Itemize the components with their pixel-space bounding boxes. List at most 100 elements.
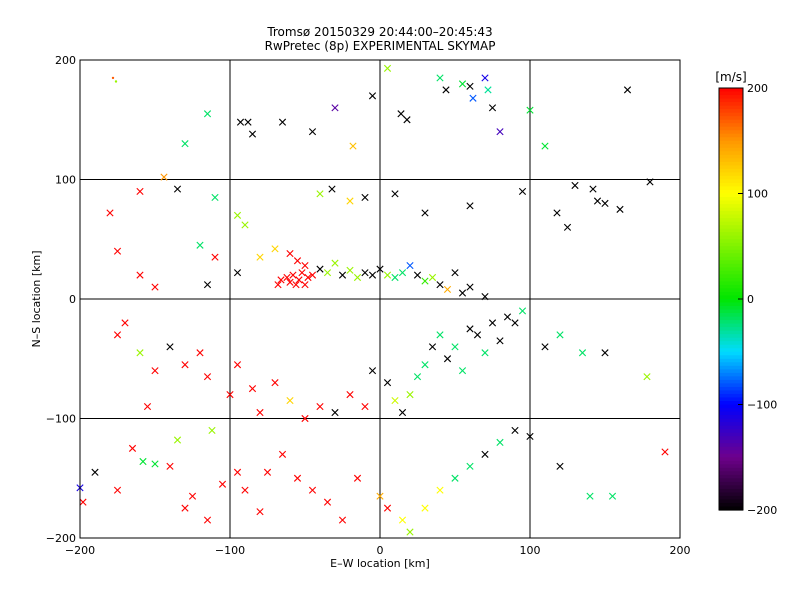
cross-stroke	[338, 516, 347, 524]
data-point-cross	[458, 289, 467, 297]
cross-stroke	[143, 402, 152, 411]
cross-stroke	[421, 504, 429, 512]
cross-stroke	[466, 202, 474, 210]
colorbar-segment	[719, 474, 743, 479]
cross-stroke	[556, 462, 564, 470]
colorbar-segment	[719, 267, 743, 272]
colorbar-segment	[719, 457, 743, 462]
y-tick-label: 200	[55, 54, 76, 67]
data-point-cross	[301, 261, 309, 270]
data-point-cross	[271, 379, 279, 387]
data-point-cross	[383, 504, 392, 512]
cross-stroke	[589, 185, 597, 193]
colorbar-segment	[719, 355, 743, 360]
data-point-cross	[308, 271, 317, 279]
data-point-cross	[331, 408, 339, 417]
colorbar-segment	[719, 232, 743, 237]
cross-stroke	[608, 492, 617, 500]
colorbar-segment	[719, 362, 743, 367]
cross-stroke	[383, 271, 392, 279]
cross-stroke	[331, 408, 339, 417]
colorbar-segment	[719, 193, 743, 198]
data-point-cross	[308, 486, 317, 494]
colorbar-segment	[719, 397, 743, 402]
colorbar-segment	[719, 499, 743, 504]
cross-stroke	[293, 257, 302, 265]
cross-stroke	[466, 283, 474, 291]
cross-stroke	[248, 385, 257, 393]
data-point-cross	[436, 331, 444, 339]
data-point-cross	[346, 391, 354, 399]
data-point-cross	[203, 281, 212, 289]
cross-stroke	[196, 241, 204, 249]
cross-stroke	[331, 104, 339, 112]
cross-stroke	[233, 269, 242, 277]
data-point-cross	[244, 118, 252, 126]
cross-stroke	[328, 185, 336, 193]
colorbar-segment	[719, 274, 743, 279]
data-point-cross	[113, 247, 122, 255]
data-point-cross	[481, 293, 489, 301]
cross-stroke	[244, 118, 252, 126]
data-point-cross	[79, 498, 87, 506]
colorbar-segment	[719, 358, 743, 363]
cross-stroke	[556, 331, 564, 339]
colorbar-tick-label: 200	[747, 82, 768, 95]
data-point-cross	[368, 92, 377, 100]
data-point-cross	[331, 259, 339, 267]
cross-stroke	[391, 396, 399, 405]
data-point-cross	[181, 504, 189, 512]
cross-stroke	[469, 94, 477, 102]
data-point-cross	[286, 396, 294, 405]
cross-stroke	[316, 190, 324, 198]
data-point-cross	[91, 468, 99, 476]
data-point-cross	[443, 285, 452, 294]
x-axis-label: E–W location [km]	[330, 557, 430, 570]
cross-stroke	[211, 253, 219, 261]
colorbar-segment	[719, 151, 743, 156]
cross-stroke	[398, 516, 407, 524]
cross-stroke	[421, 277, 429, 285]
y-tick-label: 100	[55, 174, 76, 187]
cross-stroke	[277, 276, 285, 284]
data-point-cross	[451, 474, 459, 482]
data-point-cross	[361, 269, 369, 277]
cross-stroke	[484, 86, 492, 94]
data-point-cross	[376, 492, 384, 500]
cross-stroke	[481, 450, 489, 458]
cross-stroke	[160, 173, 168, 181]
data-point-cross	[301, 414, 309, 423]
data-point-cross	[398, 516, 407, 524]
cross-stroke	[451, 269, 459, 277]
cross-stroke	[301, 281, 309, 289]
colorbar-segment	[719, 453, 743, 458]
data-point-cross	[278, 450, 287, 458]
colorbar-segment	[719, 393, 743, 399]
data-point-cross	[323, 498, 332, 506]
colorbar-segment	[719, 126, 743, 131]
cross-stroke	[488, 104, 497, 112]
data-point-cross	[623, 86, 632, 94]
data-point-cross	[128, 444, 137, 452]
colorbar-segment	[719, 186, 743, 191]
data-point-cross	[241, 221, 249, 229]
data-point-cross	[256, 408, 264, 417]
data-point-cross	[226, 391, 234, 399]
data-point-cross	[391, 396, 399, 405]
data-point-cross	[466, 325, 474, 333]
chart-title: Tromsø 20150329 20:44:00–20:45:43	[266, 25, 492, 39]
cross-stroke	[136, 187, 144, 196]
cross-stroke	[338, 271, 347, 279]
cross-stroke	[278, 118, 287, 126]
cross-stroke	[541, 142, 549, 150]
data-point-cross	[328, 185, 336, 193]
cross-stroke	[361, 193, 369, 202]
cross-stroke	[196, 349, 204, 357]
colorbar-segment	[719, 270, 743, 275]
colorbar-segment	[719, 207, 743, 212]
colorbar-segment	[719, 439, 743, 444]
colorbar-segment	[719, 137, 743, 142]
data-point-cross	[361, 402, 369, 411]
cross-stroke	[406, 261, 414, 270]
data-point-cross	[589, 185, 597, 193]
